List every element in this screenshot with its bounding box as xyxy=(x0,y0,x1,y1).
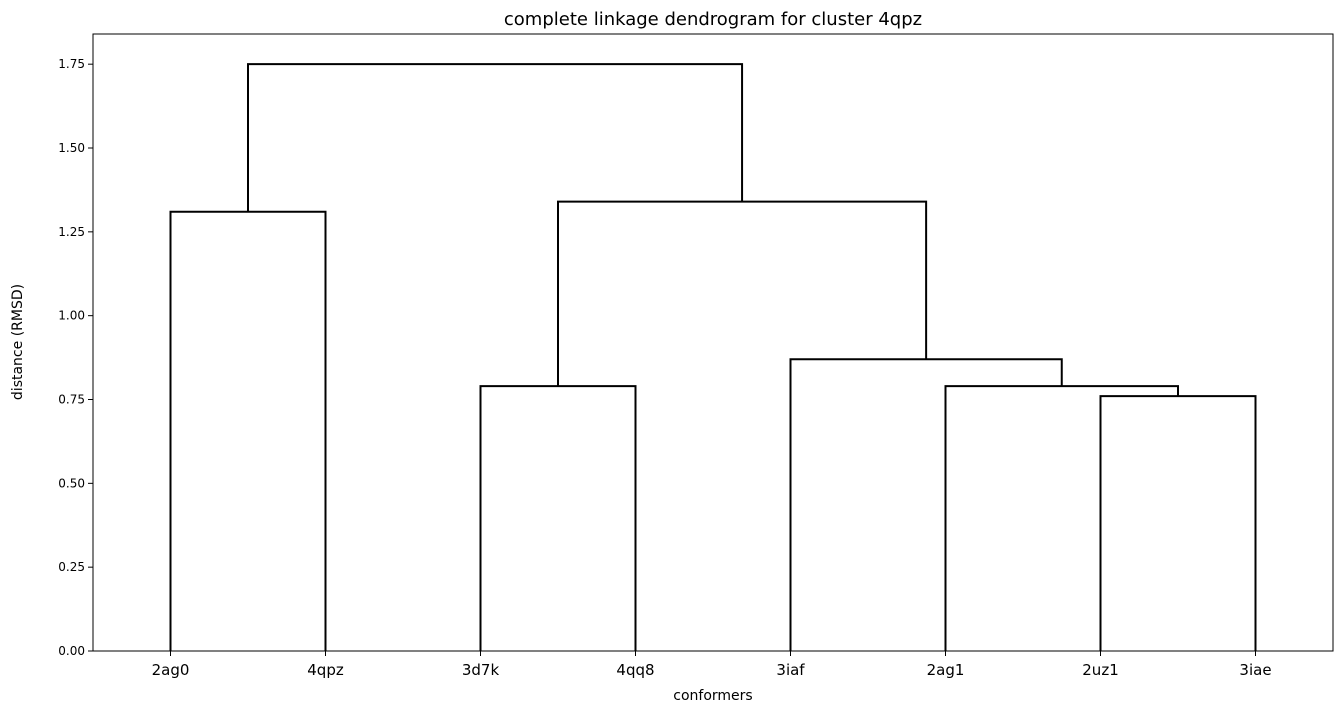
dendrogram-links xyxy=(169,63,1257,651)
leaf-label-2ag1: 2ag1 xyxy=(927,661,965,679)
leaf-label-3iae: 3iae xyxy=(1239,661,1271,679)
leaf-label-3iaf: 3iaf xyxy=(776,661,805,679)
plot-frame xyxy=(92,33,1334,652)
leaf-label-3d7k: 3d7k xyxy=(462,661,500,679)
leaf-label-4qq8: 4qq8 xyxy=(616,661,654,679)
y-axis-label: distance (RMSD) xyxy=(10,284,26,400)
merge-link-5 xyxy=(169,210,327,651)
leaf-label-2ag0: 2ag0 xyxy=(152,661,190,679)
y-tick-label: 1.25 xyxy=(58,225,85,239)
merge-link-2 xyxy=(944,385,1179,651)
y-tick-label: 1.50 xyxy=(58,141,85,155)
merge-link-7 xyxy=(247,63,744,212)
chart-title: complete linkage dendrogram for cluster … xyxy=(504,9,922,30)
y-tick-label: 0.50 xyxy=(58,476,85,490)
x-axis-label: conformers xyxy=(673,688,752,704)
y-tick-label: 1.75 xyxy=(58,57,85,71)
merge-link-1 xyxy=(1099,395,1257,651)
y-tick-label: 0.00 xyxy=(58,644,85,658)
leaf-label-2uz1: 2uz1 xyxy=(1082,661,1118,679)
merge-link-3 xyxy=(479,385,637,651)
y-tick-label: 1.00 xyxy=(58,309,85,323)
y-tick-label: 0.25 xyxy=(58,560,85,574)
y-tick-label: 0.75 xyxy=(58,393,85,407)
merge-link-4 xyxy=(789,358,1063,651)
x-axis: 2ag0 4qpz 3d7k 4qq8 3iaf 2ag1 2uz1 3iae xyxy=(152,651,1272,679)
leaf-label-4qpz: 4qpz xyxy=(307,661,344,679)
y-axis: 0.00 0.25 0.50 0.75 1.00 1.25 1.50 1.75 xyxy=(58,57,93,658)
